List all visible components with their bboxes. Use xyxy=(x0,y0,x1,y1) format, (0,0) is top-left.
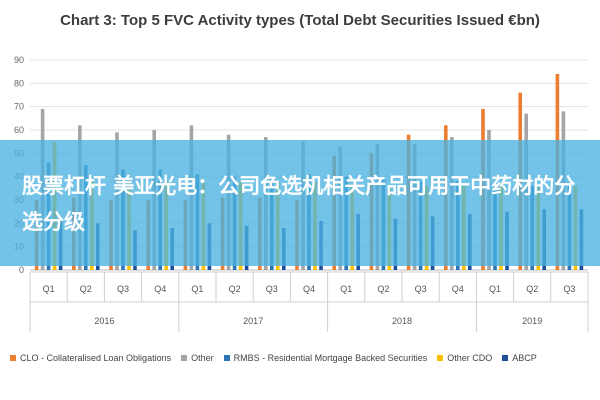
legend-label: Other xyxy=(191,352,214,363)
legend-swatch xyxy=(502,355,509,362)
x-tick-label: Q4 xyxy=(303,284,315,294)
news-headline[interactable]: 股票杠杆 美亚光电：公司色选机相关产品可用于中药材的分选分级 xyxy=(22,174,576,234)
x-tick-label: Q2 xyxy=(377,284,389,294)
legend-item: RMBS - Residential Mortgage Backed Secur… xyxy=(223,352,428,363)
x-tick-label: Q3 xyxy=(563,284,575,294)
y-tick-label: 60 xyxy=(14,125,24,135)
legend-label: Other CDO xyxy=(447,352,493,363)
news-banner-overlay[interactable]: 股票杠杆 美亚光电：公司色选机相关产品可用于中药材的分选分级 xyxy=(0,140,600,266)
chart-title: Chart 3: Top 5 FVC Activity types (Total… xyxy=(60,12,540,29)
legend-label: CLO - Collateralised Loan Obligations xyxy=(20,352,172,363)
chart-legend: CLO - Collateralised Loan Obligations Oth… xyxy=(10,352,600,370)
x-group-label: 2017 xyxy=(243,316,263,326)
legend-swatch xyxy=(223,355,230,362)
x-tick-label: Q2 xyxy=(229,284,241,294)
y-tick-label: 80 xyxy=(14,78,24,88)
legend-item: ABCP xyxy=(502,353,537,363)
x-axis: Q1 Q2 Q3 Q4 Q1 Q2 Q3 Q4 Q1 Q2 Q3 Q4 Q1 Q2 Q3 2016 2017 20… xyxy=(29,271,589,332)
x-tick-label: Q2 xyxy=(526,284,538,294)
x-tick-label: Q3 xyxy=(415,284,427,294)
x-tick-label: Q4 xyxy=(452,284,464,294)
x-tick-label: Q2 xyxy=(80,284,92,294)
x-group-label: 2019 xyxy=(522,316,542,326)
x-group-label: 2018 xyxy=(392,316,412,326)
legend-swatch xyxy=(10,355,16,362)
y-tick-label: 90 xyxy=(14,55,24,65)
x-tick-label: Q1 xyxy=(489,284,501,294)
x-tick-label: Q4 xyxy=(154,284,166,294)
x-group-label: 2016 xyxy=(94,316,114,326)
legend-label: ABCP xyxy=(512,352,537,363)
x-tick-label: Q3 xyxy=(266,284,278,294)
legend-item: CLO - Collateralised Loan Obligations xyxy=(10,353,171,363)
legend-item: Other xyxy=(181,353,214,363)
x-tick-label: Q1 xyxy=(191,284,203,294)
x-tick-label: Q1 xyxy=(43,284,55,294)
y-tick-label: 70 xyxy=(14,102,24,112)
legend-label: RMBS - Residential Mortgage Backed Secur… xyxy=(233,352,428,363)
y-tick-label: 0 xyxy=(19,265,24,275)
legend-item: Other CDO xyxy=(437,353,492,363)
legend-swatch xyxy=(437,355,444,362)
legend-swatch xyxy=(181,355,188,362)
x-tick-label: Q3 xyxy=(117,284,129,294)
x-tick-label: Q1 xyxy=(340,284,352,294)
